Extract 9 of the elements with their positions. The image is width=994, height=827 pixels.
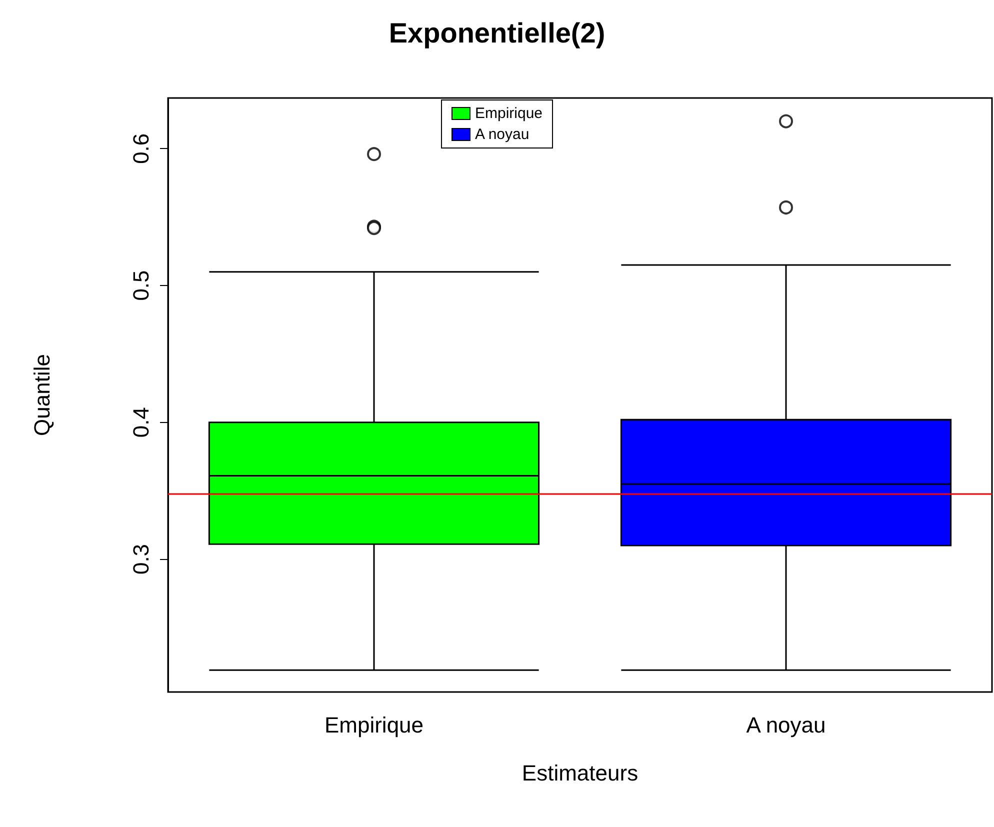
legend-label: Empirique [474, 105, 543, 122]
y-axis-title: Quantile [30, 354, 54, 436]
legend-label: A noyau [474, 126, 530, 143]
y-tick-label: 0.5 [128, 270, 154, 301]
x-axis-title: Estimateurs [522, 760, 638, 786]
y-tick-label: 0.6 [128, 133, 154, 164]
y-tick-label: 0.4 [128, 407, 154, 438]
chart-title: Exponentielle(2) [388, 18, 606, 48]
y-tick-label: 0.3 [128, 544, 154, 575]
